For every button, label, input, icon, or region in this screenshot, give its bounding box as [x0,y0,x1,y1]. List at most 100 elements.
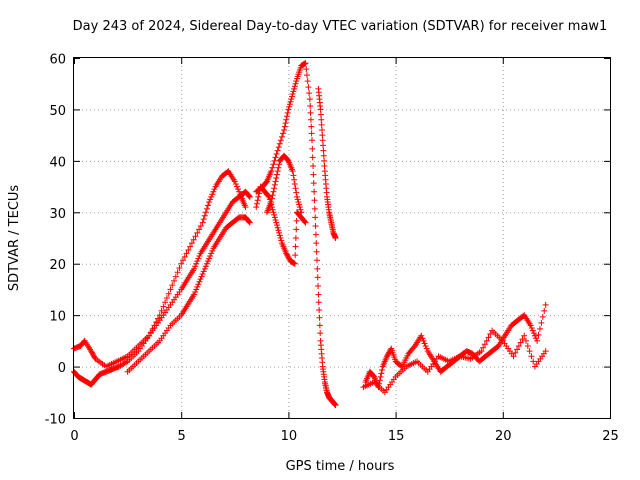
data-point [183,250,190,257]
data-point [286,101,293,108]
data-point [191,265,198,272]
data-point [284,253,291,259]
data-point [285,106,292,113]
data-point [284,109,291,116]
data-point [297,206,304,213]
data-point [303,72,310,79]
data-point [176,265,183,271]
x-tick-label: 5 [178,429,186,444]
y-axis-label: SDTVAR / TECUs [7,185,22,292]
data-point [419,335,426,342]
data-point [167,286,174,293]
data-point [480,344,487,351]
data-point [316,314,323,321]
data-point [160,303,167,310]
data-point [193,286,200,293]
data-point [90,352,97,358]
y-tick-label: 50 [49,104,66,119]
data-point [274,224,281,231]
data-point [174,269,181,276]
data-point [542,348,549,355]
data-point [538,319,545,326]
data-point [278,237,285,244]
y-tick-label: 30 [49,207,66,222]
data-point [376,377,383,384]
data-point [192,233,199,240]
data-point [478,348,485,355]
data-point [272,217,279,223]
data-point [179,257,186,264]
data-point [527,322,534,329]
data-point [187,243,194,250]
data-point [283,116,290,123]
data-point [519,336,526,343]
data-point [321,163,328,169]
data-point [291,85,298,92]
y-tick-label: 10 [49,310,66,325]
data-point [514,346,521,353]
data-point [283,113,290,120]
data-point [165,290,172,297]
data-point [307,103,314,109]
data-point [195,281,202,288]
data-point [172,273,179,280]
data-point [302,219,309,226]
data-point [291,181,298,187]
data-point [275,164,282,171]
data-point [296,201,303,208]
data-point [310,180,317,187]
data-point [207,196,214,203]
data-point [196,226,203,233]
series-7 [315,85,339,241]
data-point [512,349,519,356]
data-point [289,168,296,175]
data-point [203,260,210,267]
data-point [307,109,314,116]
data-point [195,255,202,262]
x-tick-label: 20 [495,429,512,444]
data-point [541,307,548,314]
data-point [534,337,541,344]
data-point [483,337,490,344]
data-point [515,343,522,349]
plot-frame [73,57,611,419]
data-point [318,116,325,123]
data-point [196,253,203,259]
data-point [158,307,165,314]
data-point [533,335,540,342]
data-point [313,240,320,247]
data-point [292,185,299,192]
data-point [123,359,130,366]
data-point [268,199,275,205]
data-point [317,106,324,113]
data-point [306,90,313,97]
data-point [181,253,188,260]
data-point [283,251,290,258]
data-point [319,137,326,144]
data-point [315,283,322,289]
data-point [531,332,538,339]
data-point [169,282,176,289]
data-point [410,344,417,351]
data-point [275,227,282,234]
data-point [273,219,280,226]
data-point [290,88,297,95]
data-point [206,199,213,205]
data-point [207,253,214,259]
series-3 [124,214,253,375]
data-point [296,204,303,211]
data-point [89,350,96,357]
data-point [235,186,242,193]
data-point [273,222,280,229]
data-point [236,188,243,195]
data-point [192,289,199,295]
data-point [523,337,530,344]
data-point [308,123,315,130]
series-4 [253,60,339,409]
data-point [197,223,204,229]
data-point [205,202,211,209]
marks-layer [71,60,549,409]
data-point [192,263,199,270]
data-point [233,183,240,190]
